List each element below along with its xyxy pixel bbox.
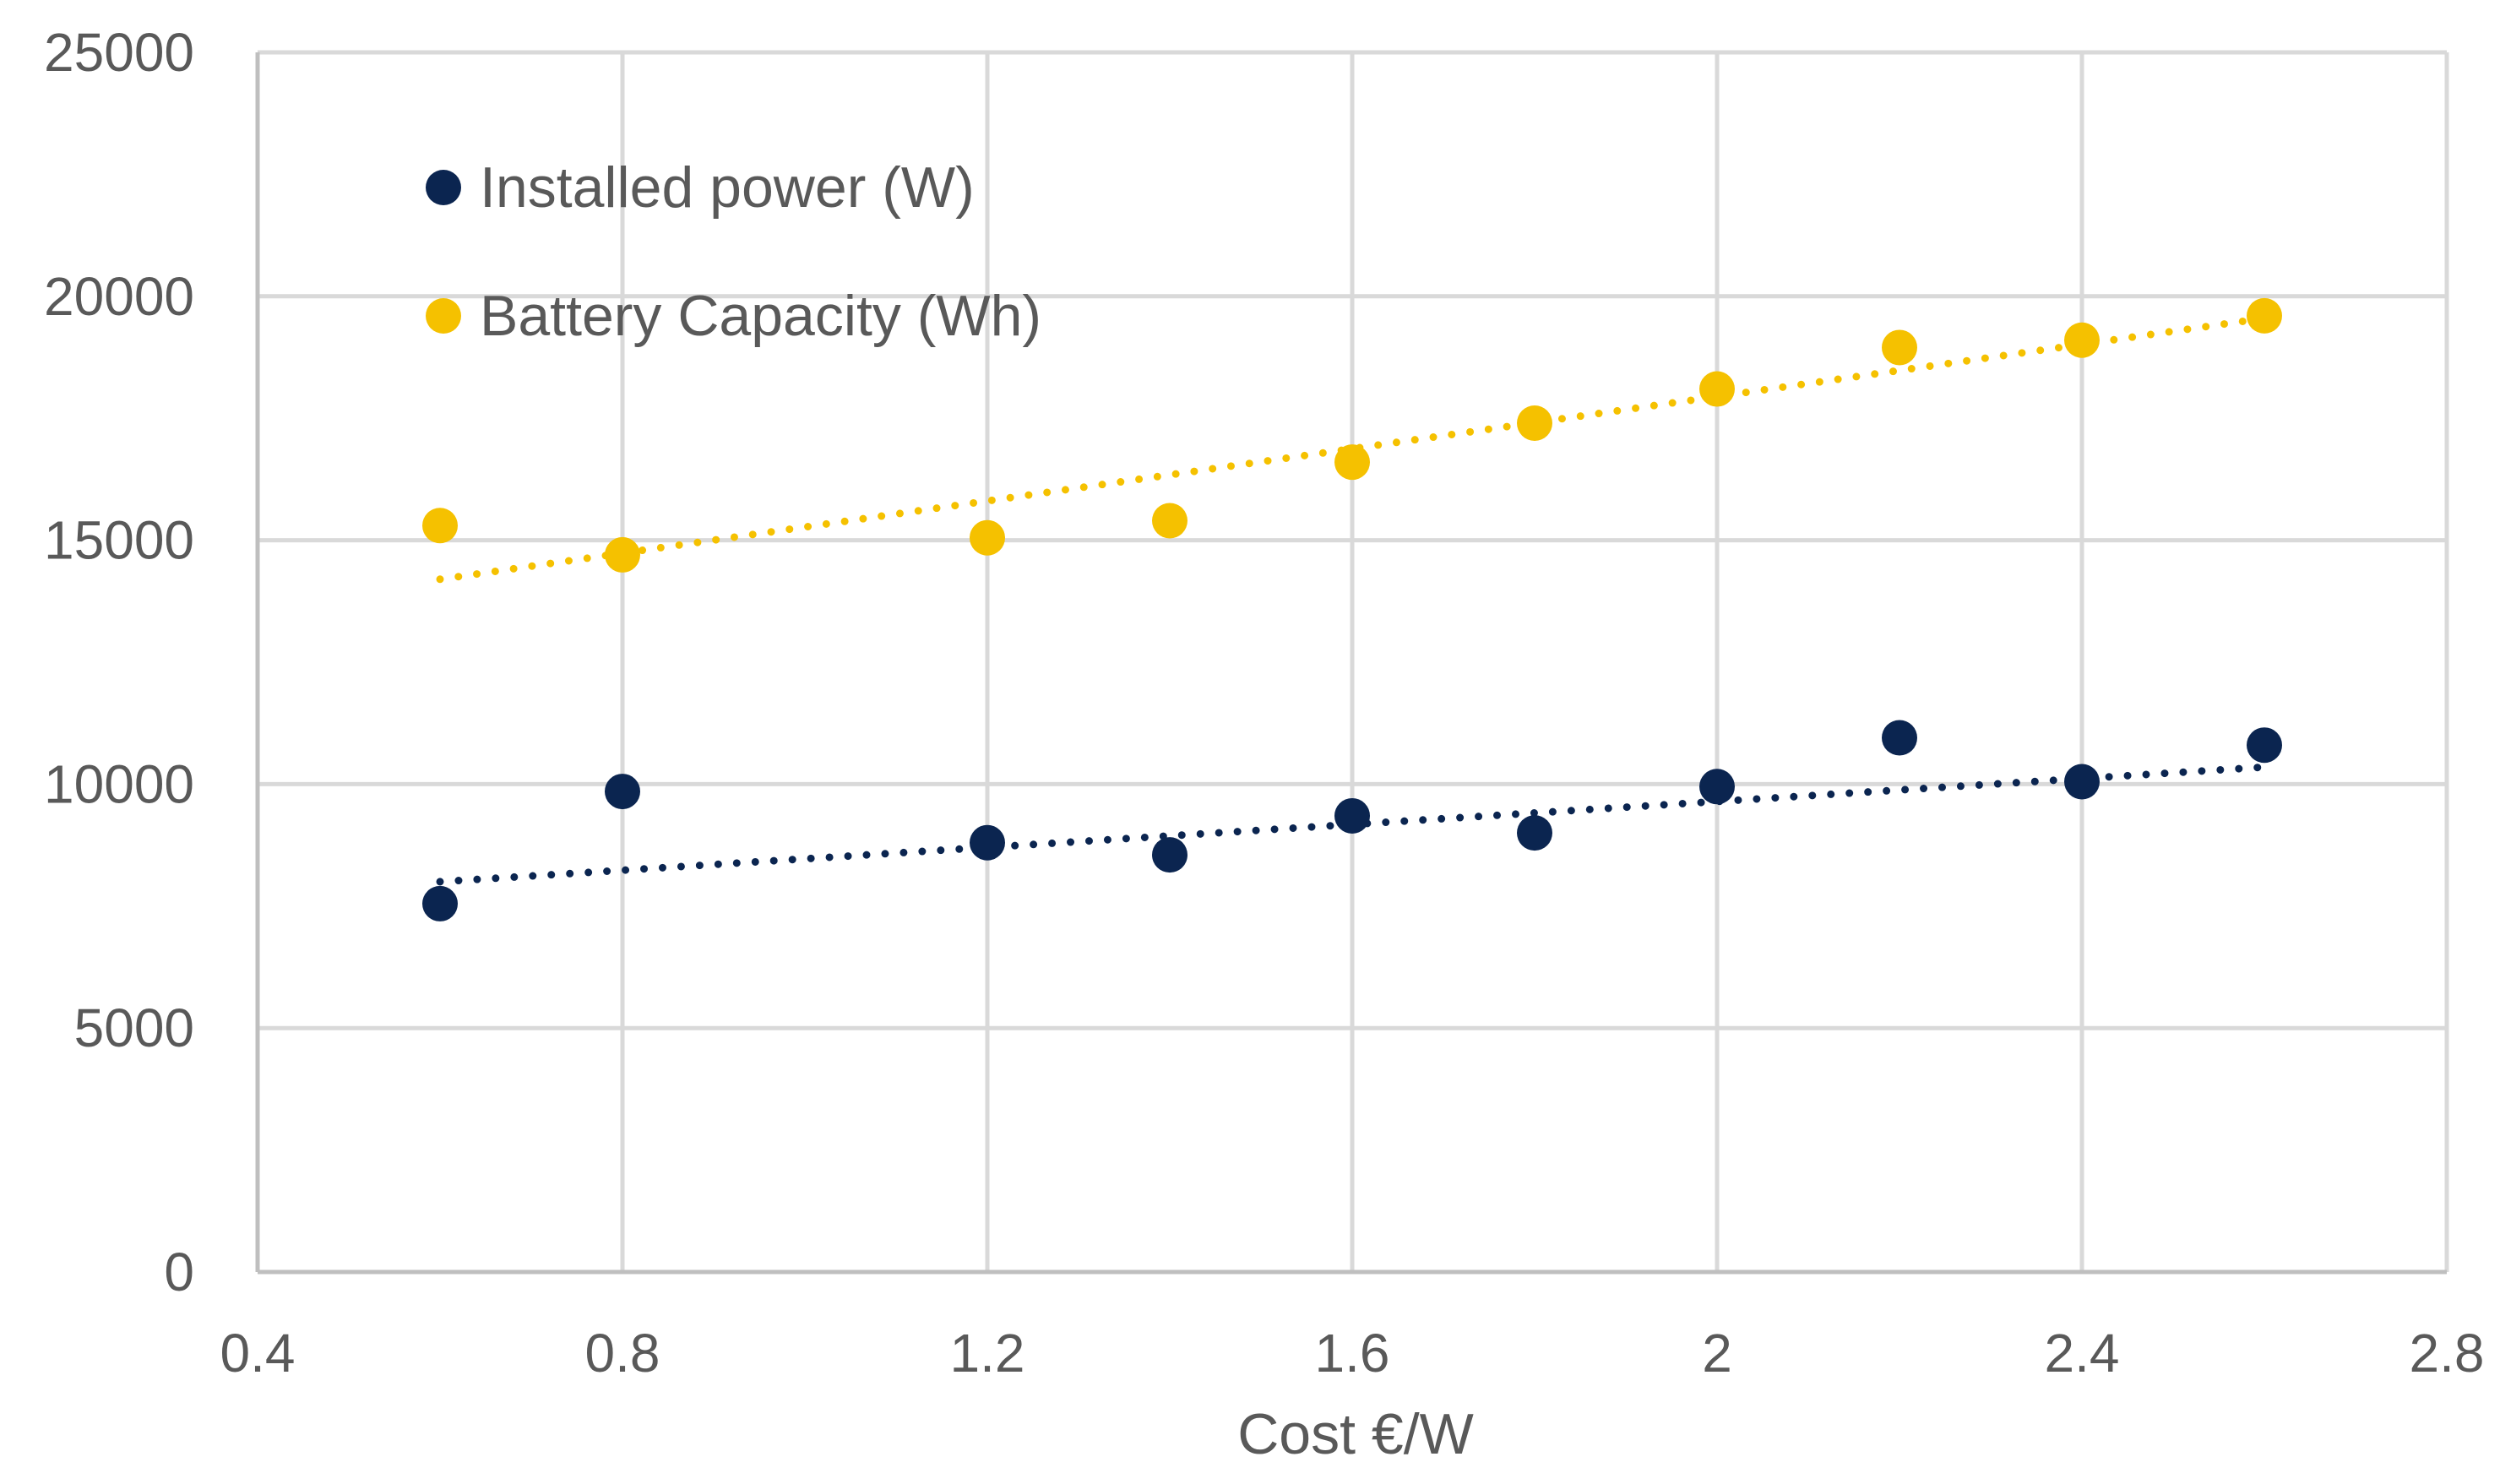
data-point-battery-capacity <box>1334 444 1370 481</box>
x-tick-label: 1.2 <box>950 1323 1025 1383</box>
data-point-installed-power <box>1334 797 1370 834</box>
legend-label-battery-capacity: Battery Capacity (Wh) <box>480 284 1041 348</box>
x-tick-label: 0.8 <box>585 1323 660 1383</box>
legend-marker-battery-capacity <box>426 298 461 334</box>
data-point-battery-capacity <box>2247 297 2282 334</box>
data-point-installed-power <box>1152 837 1188 873</box>
data-point-battery-capacity <box>1882 329 1917 366</box>
tick-labels-layer: 0 5000 10000 15000 20000 25000 0.4 0.8 1.2 1.6 2 2.… <box>44 22 2484 1383</box>
legend-marker-installed-power <box>426 170 461 205</box>
y-tick-label: 0 <box>164 1242 194 1302</box>
y-tick-label: 10000 <box>44 753 194 814</box>
y-tick-label: 15000 <box>44 510 194 571</box>
data-point-installed-power <box>2064 764 2100 800</box>
data-point-battery-capacity <box>1517 405 1552 441</box>
legend-label-installed-power: Installed power (W) <box>480 155 975 220</box>
y-tick-label: 25000 <box>44 22 194 83</box>
x-tick-label: 2.4 <box>2045 1323 2120 1383</box>
data-point-battery-capacity <box>605 536 640 573</box>
points-layer <box>422 297 2282 921</box>
data-point-battery-capacity <box>970 519 1005 556</box>
y-tick-label: 20000 <box>44 266 194 327</box>
legend: Installed power (W) Battery Capacity (Wh… <box>426 155 1041 348</box>
data-point-installed-power <box>1517 815 1552 851</box>
data-point-installed-power <box>1882 720 1917 756</box>
data-point-battery-capacity <box>422 508 458 544</box>
y-tick-label: 5000 <box>74 997 194 1058</box>
data-point-battery-capacity <box>1152 503 1188 539</box>
x-tick-label: 0.4 <box>220 1323 296 1383</box>
data-point-battery-capacity <box>1699 371 1735 407</box>
data-point-installed-power <box>422 885 458 921</box>
x-axis-title: Cost €/W <box>1237 1402 1474 1466</box>
data-point-battery-capacity <box>2064 322 2100 358</box>
grid-layer <box>258 50 2449 1272</box>
axis-layer <box>255 52 2447 1275</box>
x-tick-label: 1.6 <box>1315 1323 1390 1383</box>
x-tick-label: 2.8 <box>2410 1323 2485 1383</box>
data-point-installed-power <box>970 824 1005 861</box>
data-point-installed-power <box>605 774 640 810</box>
data-point-installed-power <box>2247 727 2282 764</box>
data-point-installed-power <box>1699 769 1735 805</box>
x-tick-label: 2 <box>1702 1323 1732 1383</box>
